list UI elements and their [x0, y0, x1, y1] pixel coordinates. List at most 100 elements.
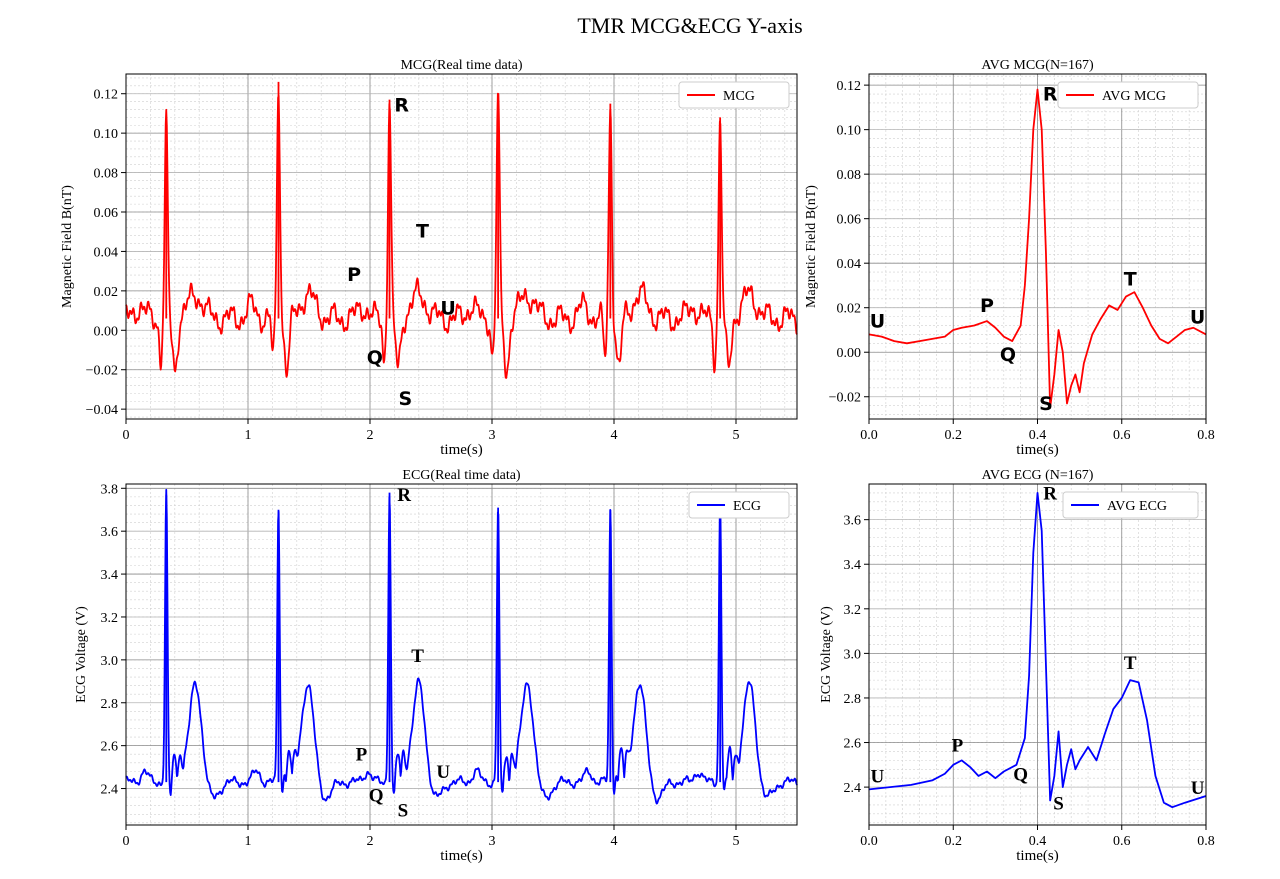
x-tick-label: 0.8: [1197, 834, 1215, 849]
legend-box: [688, 491, 790, 519]
x-tick-label: 0: [123, 834, 130, 849]
wave-label-q: Q: [1013, 764, 1028, 785]
x-tick-label: 0.4: [1029, 428, 1047, 443]
x-tick-label: 5: [733, 428, 740, 443]
wave-label-q: Q: [367, 347, 383, 369]
y-tick-label: 3.4: [101, 568, 119, 583]
x-tick-label: 2: [367, 834, 374, 849]
chart-title: MCG(Real time data): [400, 58, 522, 73]
wave-label-r: R: [1043, 84, 1058, 106]
y-tick-label: 0.06: [94, 206, 119, 221]
panel-ecg-realtime: 0 1 2 3 4 5 2.4 2.6 2.8 3.0 3.2 3.4 3.6 3.8 ECG(Real t…: [74, 468, 798, 864]
wave-label-u: U: [1190, 306, 1205, 328]
y-tick-label: 0.12: [94, 88, 119, 103]
y-tick-label: −0.02: [86, 364, 118, 379]
legend-box: [678, 81, 790, 109]
wave-label-p: P: [347, 264, 361, 286]
axes-frame: [125, 73, 798, 420]
panel-ecg-average: 0.0 0.2 0.4 0.6 0.8 2.4 2.6 2.8 3.0 3.2 3.4 3.6 AVG …: [819, 468, 1215, 864]
wave-label-p: P: [356, 745, 368, 766]
figure-title: TMR MCG&ECG Y-axis: [577, 13, 802, 38]
wave-label-q: Q: [1000, 344, 1016, 366]
y-tick-label: 0.02: [94, 285, 119, 300]
legend-label: ECG: [733, 499, 761, 514]
panel-mcg-realtime: 0 1 2 3 4 5 −0.04 −0.02 0.00 0.02 0.04 0.06 0.08 0.10…: [60, 58, 798, 458]
chart-title: ECG(Real time data): [402, 468, 521, 483]
wave-label-p: P: [980, 295, 994, 317]
x-tick-label: 3: [489, 834, 496, 849]
axes-frame: [125, 483, 798, 826]
y-tick-label: 3.2: [101, 611, 119, 626]
y-tick-label: 3.6: [844, 514, 862, 529]
x-tick-label: 1: [245, 834, 252, 849]
x-tick-label: 4: [611, 428, 618, 443]
y-tick-label: 3.4: [844, 558, 862, 573]
y-tick-label: 3.0: [101, 654, 119, 669]
x-axis-label: time(s): [1016, 848, 1059, 864]
y-tick-label: 0.02: [837, 302, 862, 317]
series-line-avg-ecg: [868, 492, 1207, 809]
y-axis-label: ECG Voltage (V): [819, 606, 834, 703]
y-tick-label: −0.02: [829, 391, 861, 406]
y-tick-label: 0.00: [94, 324, 119, 339]
x-tick-label: 0.6: [1113, 428, 1131, 443]
wave-label-q: Q: [369, 785, 384, 806]
legend-label: MCG: [723, 89, 755, 104]
wave-label-u: U: [871, 767, 885, 788]
y-axis-label: Magnetic Field B(nT): [804, 185, 819, 308]
plot-area: [126, 74, 797, 419]
plot-area: [126, 484, 797, 825]
x-tick-label: 0.8: [1197, 428, 1215, 443]
y-tick-label: 3.2: [844, 603, 862, 618]
y-axis-label: Magnetic Field B(nT): [60, 185, 75, 308]
chart-title: AVG MCG(N=167): [981, 58, 1094, 73]
wave-label-t: T: [1124, 268, 1137, 290]
legend-label: AVG MCG: [1102, 89, 1166, 104]
wave-label-r: R: [397, 485, 411, 506]
wave-label-s: S: [1053, 793, 1064, 814]
legend-box: [1062, 491, 1199, 519]
x-tick-label: 1: [245, 428, 252, 443]
x-tick-label: 0.2: [945, 428, 963, 443]
wave-label-t: T: [411, 646, 424, 667]
wave-label-p: P: [952, 735, 964, 756]
x-axis-label: time(s): [440, 442, 483, 458]
legend-label: AVG ECG: [1107, 499, 1167, 514]
series-line-mcg: [125, 92, 798, 379]
y-axis-label: ECG Voltage (V): [74, 606, 89, 703]
y-tick-label: 0.10: [837, 124, 862, 139]
x-axis-label: time(s): [1016, 442, 1059, 458]
y-tick-label: 0.12: [837, 79, 862, 94]
y-tick-label: 0.04: [94, 245, 119, 260]
y-tick-label: 0.08: [837, 168, 862, 183]
y-tick-label: 3.6: [101, 525, 119, 540]
y-tick-label: 0.04: [837, 257, 862, 272]
y-tick-label: 3.0: [844, 647, 862, 662]
wave-label-s: S: [1039, 393, 1053, 415]
x-tick-label: 0: [123, 428, 130, 443]
x-tick-label: 3: [489, 428, 496, 443]
wave-label-u: U: [870, 311, 885, 333]
y-tick-label: 2.4: [844, 781, 862, 796]
wave-label-u: U: [440, 298, 455, 320]
panel-mcg-average: 0.0 0.2 0.4 0.6 0.8 −0.02 0.00 0.02 0.04 0.06 0.08…: [804, 58, 1215, 458]
y-tick-label: 2.4: [101, 783, 119, 798]
x-tick-label: 2: [367, 428, 374, 443]
wave-label-u: U: [436, 762, 450, 783]
wave-label-s: S: [398, 800, 409, 821]
wave-label-r: R: [394, 94, 409, 116]
wave-label-u: U: [1191, 778, 1205, 799]
x-tick-label: 0.2: [945, 834, 963, 849]
x-tick-label: 0.6: [1113, 834, 1131, 849]
y-tick-label: 0.10: [94, 127, 119, 142]
x-tick-label: 0.0: [860, 428, 878, 443]
y-tick-label: 2.8: [844, 692, 862, 707]
wave-label-t: T: [416, 221, 429, 243]
legend-box: [1057, 81, 1199, 109]
wave-label-s: S: [399, 388, 413, 410]
series-line-ecg: [125, 488, 798, 805]
chart-title: AVG ECG (N=167): [982, 468, 1094, 483]
y-tick-label: 2.6: [844, 737, 862, 752]
x-tick-label: 4: [611, 834, 618, 849]
